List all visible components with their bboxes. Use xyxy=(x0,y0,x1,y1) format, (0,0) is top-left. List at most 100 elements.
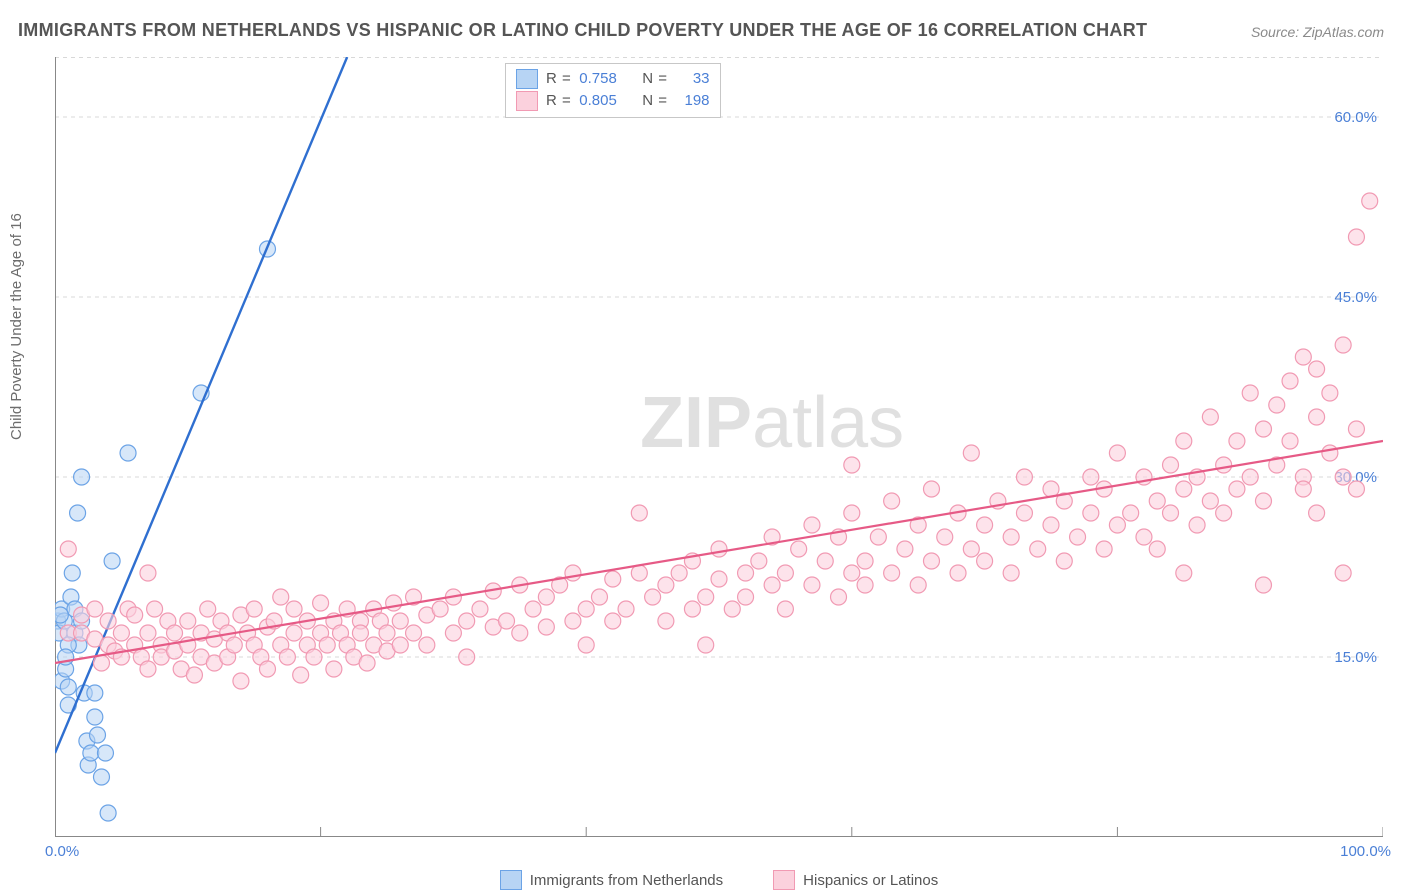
data-point xyxy=(963,445,979,461)
data-point xyxy=(645,589,661,605)
data-point xyxy=(286,601,302,617)
data-point xyxy=(1083,469,1099,485)
data-point xyxy=(618,601,634,617)
data-point xyxy=(293,667,309,683)
data-point xyxy=(1309,505,1325,521)
data-point xyxy=(884,493,900,509)
data-point xyxy=(233,673,249,689)
data-point xyxy=(1216,457,1232,473)
data-point xyxy=(100,613,116,629)
data-point xyxy=(286,625,302,641)
data-point xyxy=(1136,529,1152,545)
legend-series: Immigrants from Netherlands Hispanics or … xyxy=(55,870,1383,890)
data-point xyxy=(1309,361,1325,377)
legend-stats-row: R = 0.758 N = 33 xyxy=(516,68,710,90)
data-point xyxy=(1335,469,1351,485)
scatter-plot-svg: 15.0%30.0%45.0%60.0%ZIPatlas xyxy=(55,57,1383,837)
series-immigrants-from-netherlands xyxy=(55,57,347,821)
data-point xyxy=(1335,565,1351,581)
chart-title: IMMIGRANTS FROM NETHERLANDS VS HISPANIC … xyxy=(18,20,1147,41)
data-point xyxy=(1083,505,1099,521)
x-axis-min-label: 0.0% xyxy=(45,843,79,860)
data-point xyxy=(140,565,156,581)
data-point xyxy=(1202,493,1218,509)
data-point xyxy=(1295,349,1311,365)
data-point xyxy=(147,601,163,617)
legend-r-value: 0.758 xyxy=(579,68,634,90)
data-point xyxy=(1216,505,1232,521)
data-point xyxy=(923,553,939,569)
data-point xyxy=(525,601,541,617)
legend-n-label: N = xyxy=(642,68,667,90)
data-point xyxy=(538,589,554,605)
data-point xyxy=(499,613,515,629)
data-point xyxy=(167,625,183,641)
data-point xyxy=(977,553,993,569)
data-point xyxy=(459,613,475,629)
data-point xyxy=(273,589,289,605)
data-point xyxy=(698,637,714,653)
trend-line xyxy=(55,441,1383,663)
data-point xyxy=(1070,529,1086,545)
data-point xyxy=(538,619,554,635)
data-point xyxy=(1282,433,1298,449)
data-point xyxy=(950,565,966,581)
data-point xyxy=(1123,505,1139,521)
legend-r-label: R = xyxy=(546,90,571,112)
data-point xyxy=(93,769,109,785)
data-point xyxy=(246,601,262,617)
data-point xyxy=(200,601,216,617)
data-point xyxy=(565,613,581,629)
data-point xyxy=(140,625,156,641)
data-point xyxy=(963,541,979,557)
data-point xyxy=(1348,229,1364,245)
data-point xyxy=(140,661,156,677)
data-point xyxy=(1269,397,1285,413)
data-point xyxy=(897,541,913,557)
legend-series-label: Immigrants from Netherlands xyxy=(530,872,723,889)
data-point xyxy=(937,529,953,545)
data-point xyxy=(671,565,687,581)
data-point xyxy=(578,601,594,617)
data-point xyxy=(512,625,528,641)
data-point xyxy=(738,589,754,605)
legend-r-label: R = xyxy=(546,68,571,90)
data-point xyxy=(804,517,820,533)
y-tick-label: 15.0% xyxy=(1334,649,1377,666)
data-point xyxy=(1096,541,1112,557)
data-point xyxy=(1335,337,1351,353)
data-point xyxy=(97,745,113,761)
data-point xyxy=(1202,409,1218,425)
data-point xyxy=(1016,469,1032,485)
data-point xyxy=(419,637,435,653)
data-point xyxy=(55,607,68,623)
data-point xyxy=(565,565,581,581)
legend-n-label: N = xyxy=(642,90,667,112)
data-point xyxy=(1255,421,1271,437)
plot-area: 15.0%30.0%45.0%60.0%ZIPatlas R = 0.758 N =… xyxy=(55,57,1383,837)
data-point xyxy=(87,709,103,725)
data-point xyxy=(857,553,873,569)
data-point xyxy=(738,565,754,581)
x-axis-max-label: 100.0% xyxy=(1340,843,1391,860)
data-point xyxy=(259,661,275,677)
data-point xyxy=(226,637,242,653)
data-point xyxy=(1016,505,1032,521)
data-point xyxy=(698,589,714,605)
data-point xyxy=(658,577,674,593)
data-point xyxy=(831,589,847,605)
data-point xyxy=(120,445,136,461)
legend-n-value: 198 xyxy=(676,90,710,112)
legend-swatch xyxy=(516,69,538,89)
data-point xyxy=(1348,481,1364,497)
data-point xyxy=(1109,445,1125,461)
data-point xyxy=(1282,373,1298,389)
data-point xyxy=(1362,193,1378,209)
legend-n-value: 33 xyxy=(676,68,710,90)
data-point xyxy=(777,565,793,581)
legend-series-item: Hispanics or Latinos xyxy=(773,870,938,890)
data-point xyxy=(591,589,607,605)
data-point xyxy=(104,553,120,569)
data-point xyxy=(844,565,860,581)
data-point xyxy=(777,601,793,617)
